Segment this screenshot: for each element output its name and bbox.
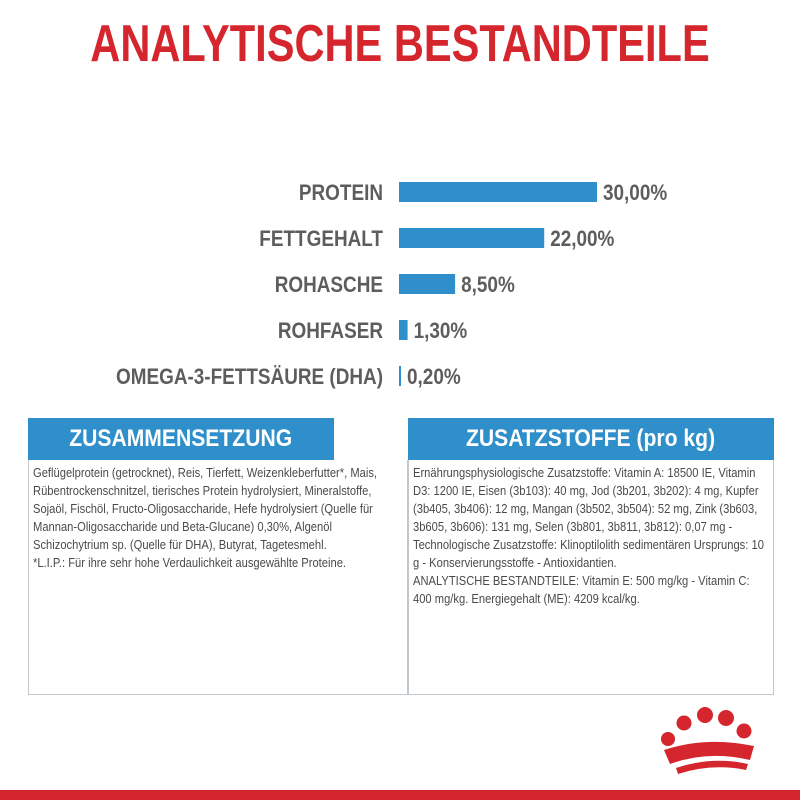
bar <box>399 320 408 340</box>
composition-body: Geflügelprotein (getrocknet), Reis, Tier… <box>28 460 408 695</box>
composition-panel: ZUSAMMENSETZUNG Geflügelprotein (getrock… <box>28 418 408 695</box>
nutrient-bar-chart: PROTEIN 30,00% FETTGEHALT 22,00% ROHASCHE 8,5… <box>116 180 667 389</box>
additives-text-2: ANALYTISCHE BESTANDTEILE: Vitamin E: 500… <box>413 573 750 606</box>
additives-body: Ernährungsphysiologische Zusatzstoffe: V… <box>408 460 774 695</box>
crown-icon <box>661 707 754 774</box>
composition-header: ZUSAMMENSETZUNG <box>28 418 334 460</box>
bar <box>399 182 597 202</box>
composition-text: Geflügelprotein (getrocknet), Reis, Tier… <box>33 465 378 552</box>
bar-label: FETTGEHALT <box>259 226 383 251</box>
additives-header: ZUSATZSTOFFE (pro kg) <box>408 418 774 460</box>
bar-value-label: 0,20% <box>407 364 461 389</box>
additives-text: Ernährungsphysiologische Zusatzstoffe: V… <box>413 465 764 570</box>
bar-value-label: 1,30% <box>414 318 468 343</box>
bar <box>399 274 456 294</box>
additives-header-text: ZUSATZSTOFFE (pro kg) <box>466 425 716 452</box>
bar-value-label: 8,50% <box>461 272 515 297</box>
footer-accent-line <box>0 790 800 800</box>
bar <box>399 366 401 386</box>
bar-value-label: 22,00% <box>550 226 614 251</box>
additives-panel: ZUSATZSTOFFE (pro kg) Ernährungsphysiolo… <box>408 418 774 695</box>
bar-label: ROHFASER <box>278 318 383 343</box>
bar-label: ROHASCHE <box>275 272 383 297</box>
bar-label: PROTEIN <box>299 180 383 205</box>
composition-footnote: *L.I.P.: Für ihre sehr hohe Verdaulichke… <box>33 555 347 570</box>
bar <box>399 228 545 248</box>
bar-value-label: 30,00% <box>603 180 667 205</box>
composition-header-text: ZUSAMMENSETZUNG <box>69 425 293 452</box>
page-title: ANALYTISCHE BESTANDTEILE <box>90 15 710 73</box>
bar-label: OMEGA-3-FETTSÄURE (DHA) <box>116 364 383 389</box>
